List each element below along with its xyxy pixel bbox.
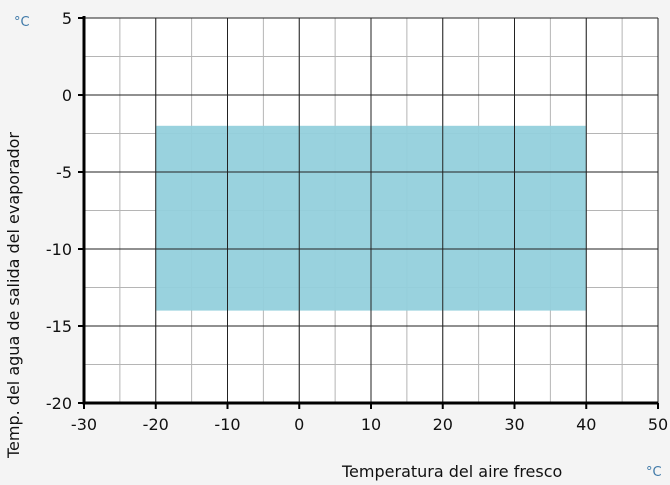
y-tick-label: -20	[46, 394, 72, 413]
y-tick-label: 0	[62, 86, 72, 105]
y-tick-label: -5	[56, 163, 72, 182]
x-tick-label: -10	[214, 415, 240, 434]
x-tick-labels: -30 -20 -10 0 10 20 30 40 50	[71, 415, 668, 434]
y-axis-unit: °C	[14, 15, 30, 30]
x-tick-label: 0	[294, 415, 304, 434]
y-tick-label: -10	[46, 240, 72, 259]
x-axis-label: Temperatura del aire fresco	[341, 462, 562, 481]
x-tick-label: 40	[576, 415, 596, 434]
major-grid	[83, 17, 659, 404]
x-tick-label: 20	[433, 415, 453, 434]
x-axis-unit: °C	[646, 465, 662, 480]
y-tick-label: -15	[46, 317, 72, 336]
x-tick-label: 50	[648, 415, 668, 434]
x-tick-label: 10	[361, 415, 381, 434]
y-axis-label: Temp. del agua de salida del evaporador	[4, 132, 23, 459]
x-tick-label: -30	[71, 415, 97, 434]
y-tick-label: 5	[62, 9, 72, 28]
x-tick-label: 30	[504, 415, 524, 434]
x-tick-label: -20	[143, 415, 169, 434]
y-tick-labels: 5 0 -5 -10 -15 -20	[46, 9, 72, 413]
axes	[78, 16, 659, 409]
